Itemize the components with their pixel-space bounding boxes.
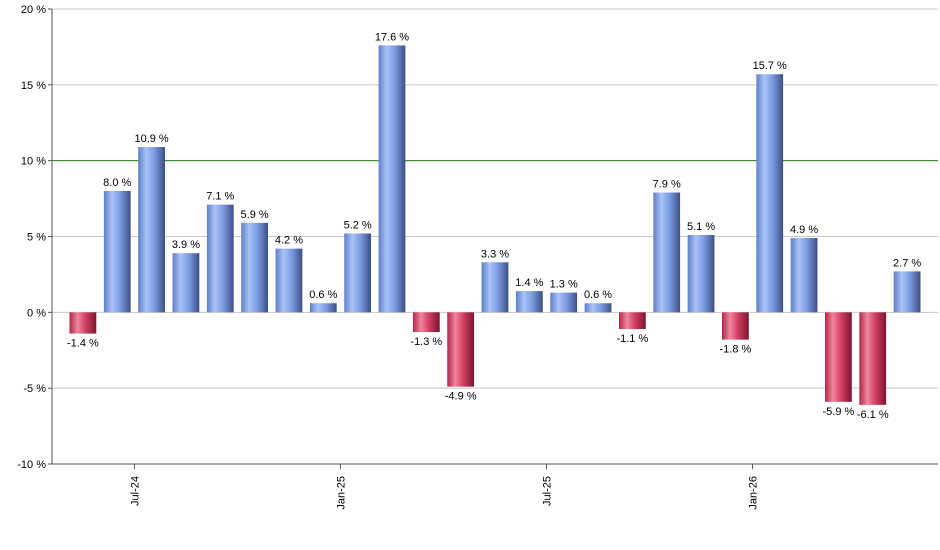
y-tick-label: 20 % — [21, 4, 46, 16]
y-tick-label: -5 % — [23, 383, 46, 395]
y-tick-label: 0 % — [27, 307, 46, 319]
bar — [825, 312, 852, 402]
bar-data-label: 1.3 % — [550, 279, 578, 291]
bar-data-label: 5.2 % — [344, 219, 372, 231]
bar — [378, 45, 406, 313]
bar-data-label: 0.6 % — [309, 289, 337, 301]
bar-data-label: 5.1 % — [687, 221, 715, 233]
bar — [515, 291, 543, 313]
bar-data-label: -5.9 % — [823, 406, 855, 418]
axes — [48, 8, 938, 469]
y-tick-label: 15 % — [21, 80, 46, 92]
bar — [103, 191, 131, 313]
bar — [138, 147, 165, 313]
bar-data-label: -6.1 % — [857, 409, 889, 421]
bars — [69, 45, 921, 405]
bar — [618, 312, 646, 330]
bar — [309, 303, 337, 313]
y-tick-label: -10 % — [17, 459, 46, 471]
bar — [481, 262, 509, 313]
bar — [412, 312, 440, 333]
bar — [893, 271, 921, 313]
y-axis-tick-labels: -10 % -5 % 0 % 5 % 10 % 15 % 20 % — [17, 4, 46, 471]
bar-data-label: 5.9 % — [241, 209, 269, 221]
x-tick-label: Jul-24 — [129, 476, 141, 506]
bar — [756, 74, 784, 313]
bar-data-label: 0.6 % — [584, 289, 612, 301]
bar-data-label: 7.1 % — [206, 191, 234, 203]
x-axis-tick-labels: Jul-24 Jan-25 Jul-25 Jan-26 — [129, 476, 759, 510]
bar-data-label: -1.8 % — [719, 344, 751, 356]
bar — [241, 222, 269, 313]
bar-data-label: 8.0 % — [103, 177, 131, 189]
bar-data-label: 10.9 % — [134, 133, 168, 145]
bar-data-label: 3.9 % — [172, 239, 200, 251]
bar — [550, 292, 578, 313]
bar-data-label: -4.9 % — [445, 391, 477, 403]
x-tick-label: Jul-25 — [542, 476, 554, 506]
bar-data-label: -1.3 % — [410, 336, 442, 348]
bar-data-label: -1.4 % — [67, 338, 99, 350]
bar-data-label: 3.3 % — [481, 248, 509, 260]
bar — [447, 312, 475, 387]
bar — [69, 312, 97, 334]
bar — [206, 204, 234, 313]
bar-data-label: 2.7 % — [893, 257, 921, 269]
bar-data-label: -1.1 % — [616, 333, 648, 345]
bar-data-label: 15.7 % — [753, 60, 787, 72]
bar-data-label: 1.4 % — [515, 277, 543, 289]
bar — [790, 238, 818, 313]
bar-data-labels: -1.4 % 8.0 % 10.9 % 3.9 % 7.1 % 5.9 % 4.2 % 0.6… — [67, 31, 921, 420]
bar-data-label: 4.9 % — [790, 224, 818, 236]
bar-data-label: 17.6 % — [375, 31, 409, 43]
bar — [344, 233, 372, 313]
bar — [653, 192, 681, 313]
bar — [687, 234, 715, 313]
gridlines — [52, 8, 938, 465]
bar — [859, 312, 887, 405]
bar — [721, 312, 749, 340]
bar — [172, 253, 200, 313]
x-tick-label: Jan-26 — [748, 476, 760, 510]
bar — [584, 303, 612, 313]
bar-data-label: 4.2 % — [275, 235, 303, 247]
y-tick-label: 5 % — [27, 232, 46, 244]
x-tick-label: Jan-25 — [335, 476, 347, 510]
bar-data-label: 7.9 % — [653, 179, 681, 191]
bar — [275, 248, 303, 313]
y-tick-label: 10 % — [21, 156, 46, 168]
